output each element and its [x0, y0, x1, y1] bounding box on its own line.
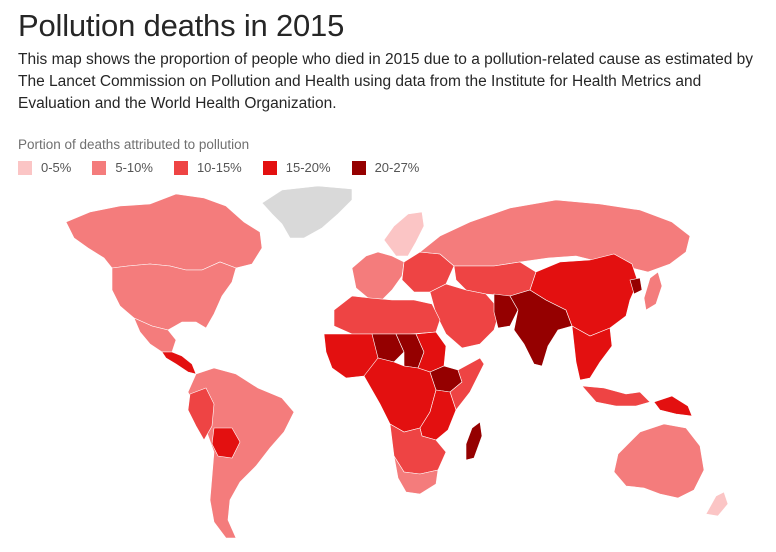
region-middle-east[interactable] — [429, 283, 501, 349]
region-china[interactable] — [529, 253, 639, 337]
legend-item-10-15: 10-15% — [173, 160, 242, 175]
region-papua-new-guinea[interactable] — [653, 395, 693, 417]
region-canada[interactable] — [65, 193, 263, 271]
legend-item-0-5: 0-5% — [18, 160, 71, 175]
legend-swatch — [351, 160, 366, 175]
map-description: This map shows the proportion of people … — [18, 51, 753, 112]
legend-swatch — [173, 160, 188, 175]
legend-label: 15-20% — [285, 160, 331, 175]
map-title: Pollution deaths in 2015 — [18, 8, 345, 43]
legend-item-20-27: 20-27% — [351, 160, 420, 175]
world-choropleth-map — [65, 185, 729, 539]
region-united-states[interactable] — [111, 261, 237, 331]
legend-swatch — [92, 160, 107, 175]
region-central-america[interactable] — [161, 351, 197, 375]
region-bolivia[interactable] — [211, 427, 241, 459]
region-niger[interactable] — [371, 333, 405, 363]
region-north-korea[interactable] — [629, 277, 643, 295]
region-north-africa[interactable] — [333, 295, 441, 335]
legend-label: 0-5% — [41, 160, 72, 175]
legend-label: 5-10% — [115, 160, 153, 175]
region-western-europe[interactable] — [351, 251, 405, 301]
legend-label: 10-15% — [196, 160, 242, 175]
region-greenland[interactable] — [261, 185, 353, 239]
legend-label: 20-27% — [374, 160, 420, 175]
region-australia[interactable] — [613, 423, 705, 499]
region-russia[interactable] — [419, 199, 691, 273]
region-scandinavia[interactable] — [383, 211, 425, 257]
region-southeast-asia[interactable] — [571, 325, 613, 381]
region-japan[interactable] — [643, 271, 663, 311]
legend: 0-5% 5-10% 10-15% 15-20% 20-27% — [18, 160, 440, 175]
region-south-america[interactable] — [187, 367, 295, 539]
legend-swatch — [18, 160, 32, 175]
region-somalia[interactable] — [449, 357, 485, 411]
region-south-africa[interactable] — [393, 455, 439, 495]
legend-title: Portion of deaths attributed to pollutio… — [18, 137, 250, 152]
region-indonesia[interactable] — [581, 385, 651, 407]
legend-swatch — [262, 160, 277, 175]
region-new-zealand[interactable] — [705, 491, 729, 517]
legend-item-5-10: 5-10% — [92, 160, 153, 175]
legend-item-15-20: 15-20% — [262, 160, 331, 175]
region-madagascar[interactable] — [465, 421, 483, 461]
region-peru[interactable] — [187, 387, 215, 441]
